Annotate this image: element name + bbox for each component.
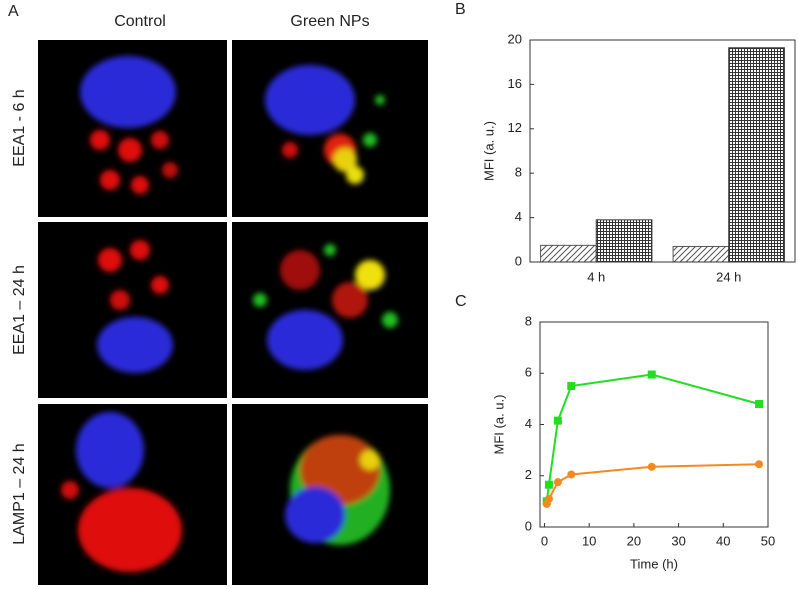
bar bbox=[672, 245, 730, 263]
y-tick-label: 20 bbox=[508, 31, 522, 46]
y-tick-label: 8 bbox=[525, 313, 532, 328]
y-tick-label: 4 bbox=[525, 416, 532, 431]
line bbox=[545, 373, 760, 502]
marker bbox=[553, 416, 562, 425]
x-tick-label: 0 bbox=[541, 533, 548, 548]
marker bbox=[544, 480, 553, 489]
bar bbox=[595, 219, 653, 263]
y-axis-label: MFI (a. u.) bbox=[491, 395, 506, 455]
x-tick-label: 20 bbox=[627, 533, 641, 548]
marker bbox=[755, 400, 764, 408]
marker bbox=[567, 382, 576, 391]
row-label: LAMP1 – 24 h bbox=[11, 443, 28, 544]
y-tick-label: 4 bbox=[515, 209, 522, 224]
y-tick-label: 0 bbox=[525, 518, 532, 533]
bar bbox=[728, 47, 785, 263]
marker bbox=[567, 470, 576, 479]
column-label: Green NPs bbox=[290, 13, 369, 30]
y-tick-label: 8 bbox=[515, 165, 522, 180]
row-label: EEA1 - 6 h bbox=[11, 89, 28, 166]
marker bbox=[647, 462, 656, 471]
marker bbox=[553, 478, 562, 487]
y-tick-label: 16 bbox=[508, 76, 522, 91]
row-label: EEA1 – 24 h bbox=[11, 265, 28, 355]
y-axis-label: MFI (a. u.) bbox=[481, 121, 496, 181]
x-tick-label: 4 h bbox=[587, 269, 605, 284]
x-axis-label: Time (h) bbox=[630, 556, 678, 571]
column-label: Control bbox=[114, 13, 166, 30]
x-tick-label: 10 bbox=[582, 533, 596, 548]
plot-frame bbox=[539, 321, 769, 528]
marker bbox=[755, 460, 764, 469]
marker bbox=[647, 370, 656, 379]
x-tick-label: 50 bbox=[761, 533, 775, 548]
x-tick-label: 40 bbox=[716, 533, 730, 548]
y-tick-label: 2 bbox=[525, 467, 532, 482]
y-tick-label: 12 bbox=[508, 120, 522, 135]
x-tick-label: 24 h bbox=[716, 269, 741, 284]
y-tick-label: 0 bbox=[515, 253, 522, 268]
micrographs bbox=[38, 40, 428, 585]
plot-frame bbox=[529, 39, 796, 263]
marker bbox=[544, 494, 553, 503]
x-tick-label: 30 bbox=[671, 533, 685, 548]
bar bbox=[540, 244, 597, 263]
y-tick-label: 6 bbox=[525, 365, 532, 380]
panel-label: C bbox=[455, 293, 467, 310]
panel-label: A bbox=[8, 3, 19, 20]
panel-label: B bbox=[455, 1, 466, 18]
